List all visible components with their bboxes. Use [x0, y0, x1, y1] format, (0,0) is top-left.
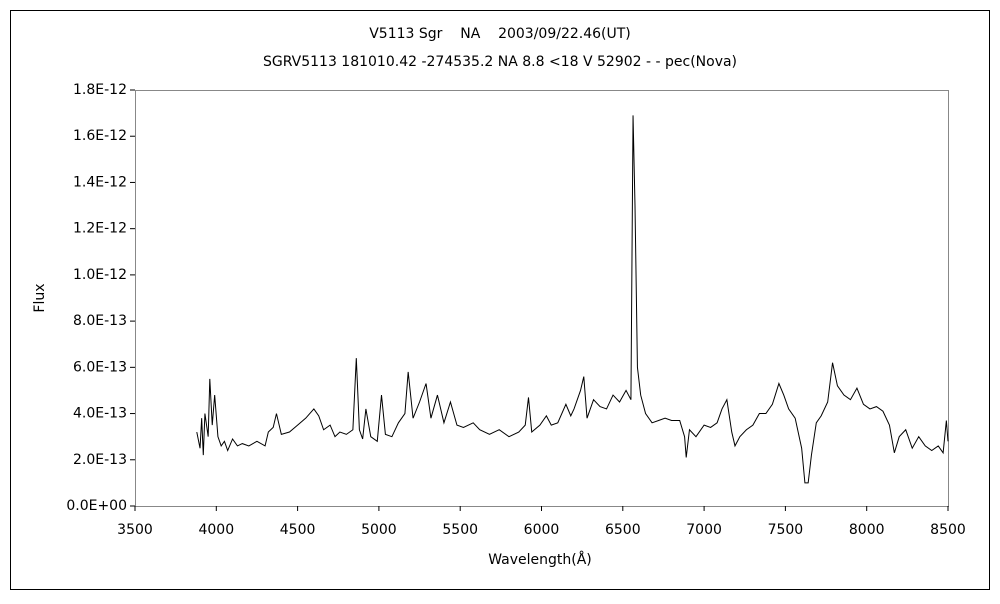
- spectrum-line: [196, 115, 949, 484]
- y-tick-label: 1.4E-12: [73, 174, 127, 190]
- y-tick-label: 1.2E-12: [73, 221, 127, 237]
- x-axis-label: Wavelength(Å): [488, 551, 592, 568]
- x-tick-label: 6500: [605, 522, 641, 538]
- x-tick-label: 5500: [442, 522, 478, 538]
- x-tick-label: 3500: [117, 522, 153, 538]
- x-tick-label: 8000: [849, 522, 885, 538]
- y-tick-label: 0.0E+00: [66, 498, 127, 514]
- x-tick-label: 7000: [686, 522, 722, 538]
- chart-subtitle: SGRV5113 181010.42 -274535.2 NA 8.8 <18 …: [263, 54, 737, 70]
- x-tick-label: 6000: [524, 522, 560, 538]
- x-tick-label: 7500: [768, 522, 804, 538]
- chart-title: V5113 Sgr NA 2003/09/22.46(UT): [369, 26, 631, 42]
- y-tick-label: 2.0E-13: [73, 452, 127, 468]
- y-tick-label: 1.0E-12: [73, 267, 127, 283]
- y-tick-label: 1.8E-12: [73, 82, 127, 98]
- y-axis-label: Flux: [32, 283, 48, 312]
- x-tick-label: 5000: [361, 522, 397, 538]
- x-tick-label: 4500: [280, 522, 316, 538]
- x-tick-label: 4000: [198, 522, 234, 538]
- plot-area: [135, 90, 949, 507]
- y-tick-label: 6.0E-13: [73, 359, 127, 375]
- x-tick-label: 8500: [930, 522, 966, 538]
- y-tick-label: 8.0E-13: [73, 313, 127, 329]
- y-tick-label: 1.6E-12: [73, 128, 127, 144]
- y-tick-label: 4.0E-13: [73, 406, 127, 422]
